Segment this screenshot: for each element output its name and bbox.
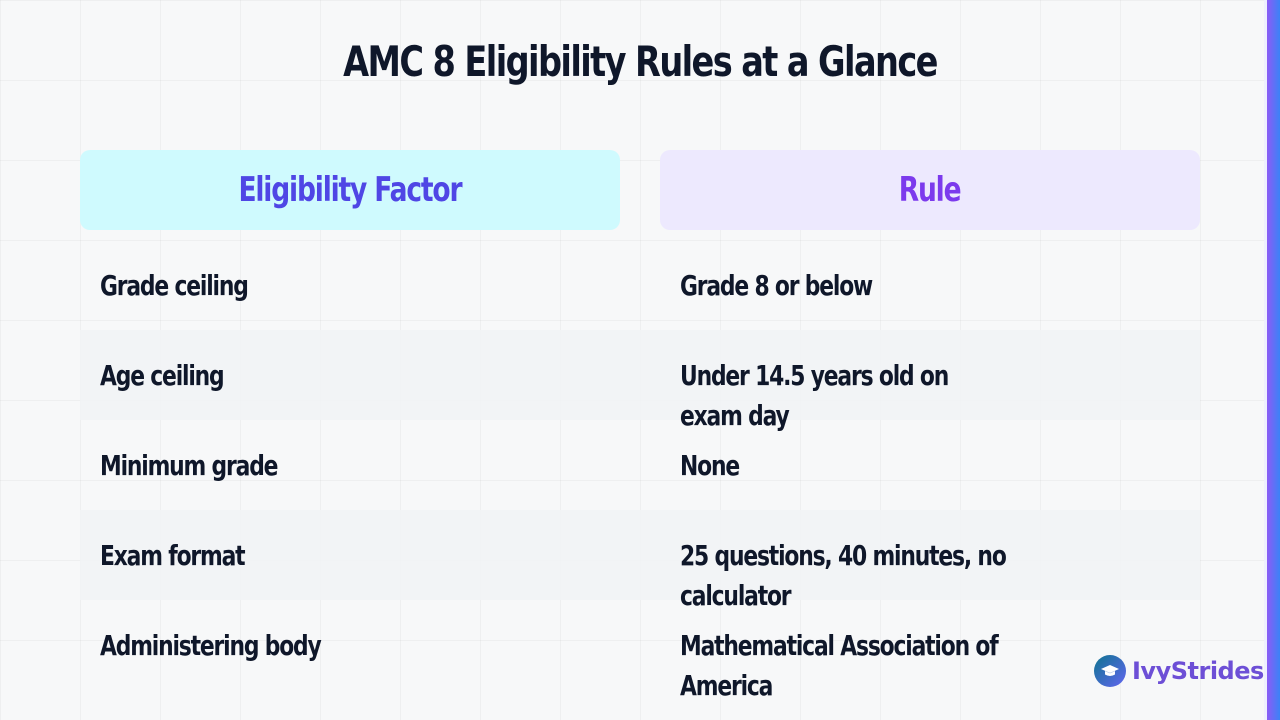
table-row: Exam format 25 questions, 40 minutes, no… xyxy=(80,510,1200,612)
factor-cell: Administering body xyxy=(100,629,322,662)
rule-cell: Grade 8 or below xyxy=(680,269,873,302)
rule-cell: None xyxy=(680,449,740,482)
brand-logo: IvyStrides xyxy=(1094,655,1264,687)
graduation-cap-icon xyxy=(1094,655,1126,687)
table-row: Grade ceiling Grade 8 or below xyxy=(80,240,1200,330)
rule-cell: 25 questions, 40 minutes, no calculator xyxy=(680,539,1007,612)
column-header-factor-label: Eligibility Factor xyxy=(238,170,463,210)
table-row: Age ceiling Under 14.5 years old on exam… xyxy=(80,330,1200,432)
table-row: Minimum grade None xyxy=(80,420,1200,510)
factor-cell: Minimum grade xyxy=(100,449,278,482)
column-header-rule: Rule xyxy=(660,150,1200,230)
table-row: Administering body Mathematical Associat… xyxy=(80,600,1200,702)
page-title: AMC 8 Eligibility Rules at a Glance xyxy=(343,37,938,86)
factor-cell: Grade ceiling xyxy=(100,269,249,302)
column-header-factor: Eligibility Factor xyxy=(80,150,620,230)
column-header-rule-label: Rule xyxy=(899,170,962,210)
rule-cell: Under 14.5 years old on exam day xyxy=(680,359,949,432)
rule-cell: Mathematical Association of America xyxy=(680,629,999,702)
factor-cell: Age ceiling xyxy=(100,359,225,392)
brand-name: IvyStrides xyxy=(1132,657,1264,685)
factor-cell: Exam format xyxy=(100,539,246,572)
accent-edge-bar xyxy=(1264,0,1280,720)
